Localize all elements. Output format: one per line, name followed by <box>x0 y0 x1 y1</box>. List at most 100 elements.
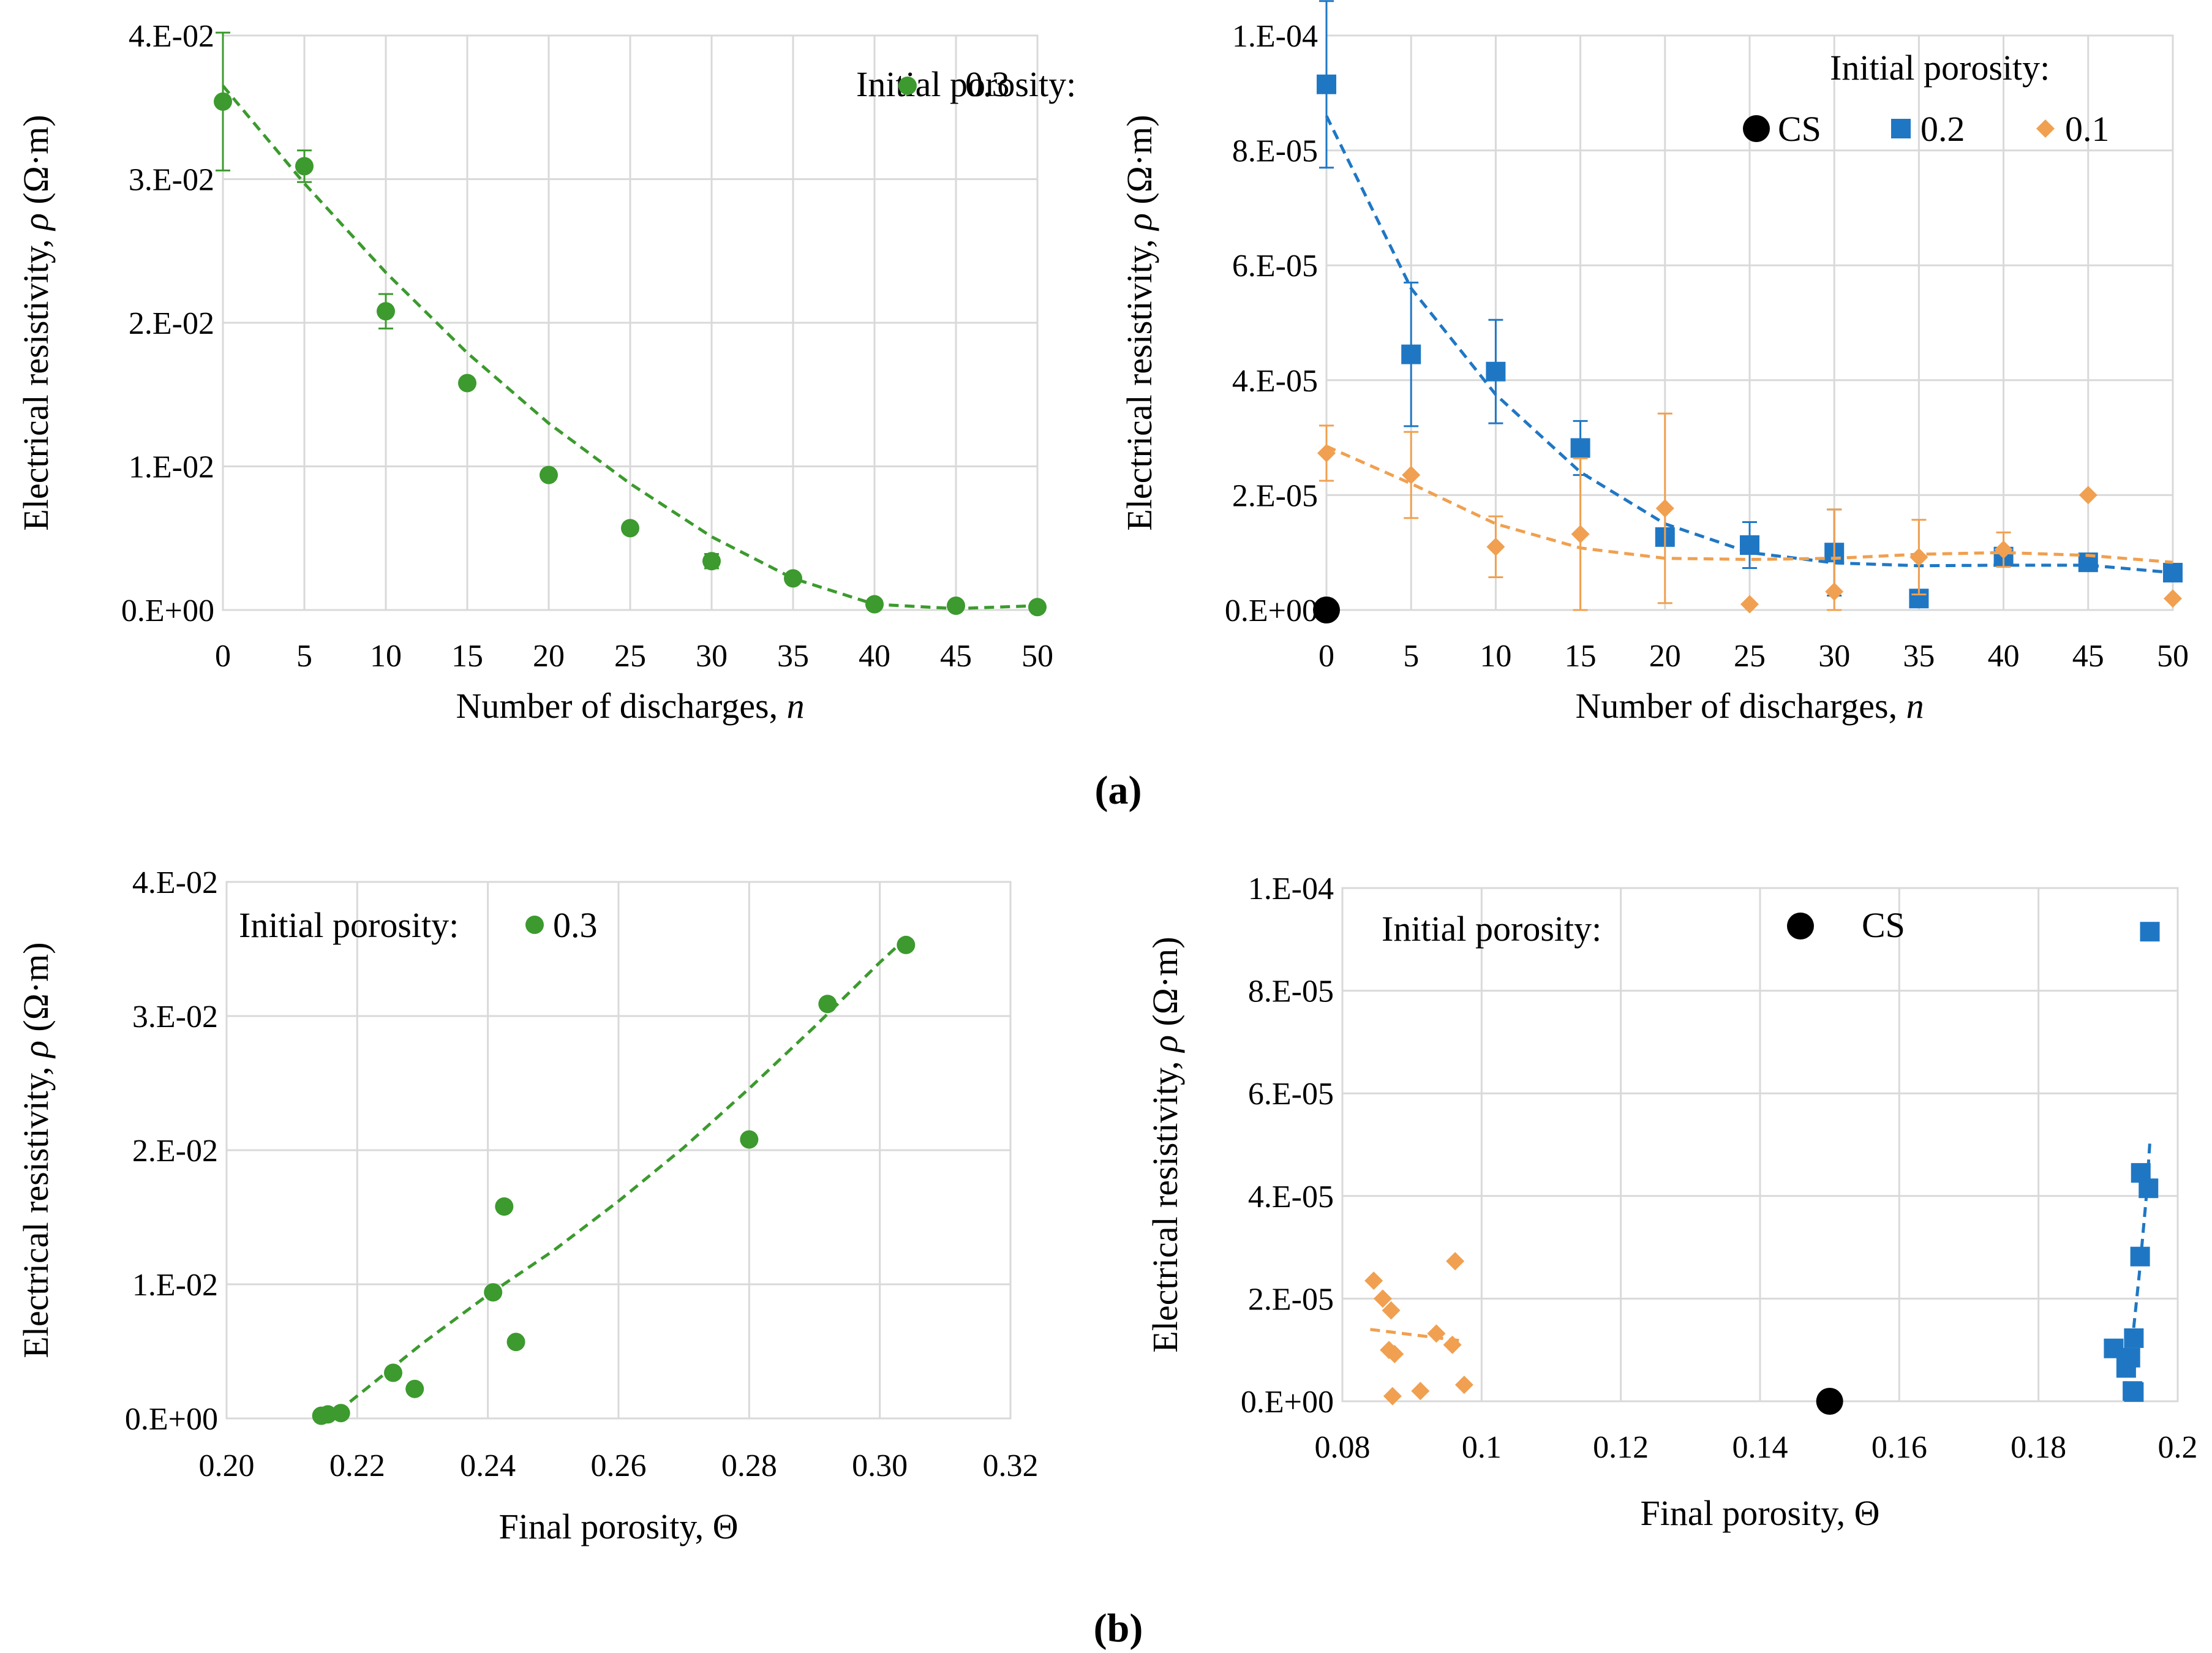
trendline <box>1370 1328 1461 1342</box>
data-point <box>506 1333 525 1352</box>
x-tick-label: 45 <box>2072 639 2104 674</box>
data-point <box>384 1363 402 1382</box>
data-point <box>214 92 232 111</box>
y-tick-label: 3.E-02 <box>132 1000 218 1034</box>
series-0.2 <box>2104 922 2160 1402</box>
legend-label: 0.2 <box>1920 109 1965 149</box>
data-point <box>1373 1289 1392 1308</box>
y-tick-label: 1.E-02 <box>129 450 214 485</box>
x-tick-label: 0 <box>215 639 231 674</box>
legend-label: 0.3 <box>965 64 1010 104</box>
x-tick-label: 0.22 <box>329 1448 385 1483</box>
data-point <box>818 995 837 1014</box>
y-tick-label: 0.E+00 <box>1225 593 1318 628</box>
series-CS <box>1313 597 1340 623</box>
legend-label: CS <box>1862 905 1905 945</box>
data-point <box>702 552 721 571</box>
chart-a-right: 0.E+00 2.E-05 4.E-05 6.E-05 8.E-05 1.E-04 0 5 10… <box>1119 0 2189 726</box>
x-tick-label: 35 <box>1903 639 1935 674</box>
data-point <box>740 1130 759 1149</box>
y-tick-label: 1.E-02 <box>132 1268 218 1303</box>
x-tick-label: 0.1 <box>1462 1430 1502 1465</box>
x-tick-label: 5 <box>296 639 312 674</box>
y-tick-label: 0.E+00 <box>121 593 214 628</box>
legend-label: 0.1 <box>2065 109 2110 149</box>
x-tick-label: 45 <box>940 639 972 674</box>
legend-label: 0.3 <box>553 905 598 945</box>
data-point <box>1383 1387 1402 1406</box>
panel-label-b: (b) <box>1094 1606 1143 1651</box>
legend: Initial porosity:0.3 <box>856 64 1076 104</box>
series-0.3 <box>214 31 1047 617</box>
data-point <box>1443 1335 1462 1354</box>
chart-b-left: 0.E+00 1.E-02 2.E-02 3.E-02 4.E-02 0.20 0.22 0.… <box>16 865 1039 1546</box>
trendline <box>222 85 1038 611</box>
legend-title: Initial porosity: <box>1382 909 1601 949</box>
x-axis-label: Final porosity, Θ <box>1641 1493 1880 1533</box>
x-tick-label: 0.24 <box>460 1448 516 1483</box>
legend-label: CS <box>1778 109 1821 149</box>
y-tick-label: 2.E-02 <box>129 306 214 341</box>
x-tick-label: 15 <box>451 639 483 674</box>
data-point <box>484 1283 503 1302</box>
data-point <box>1570 438 1590 458</box>
legend-title: Initial porosity: <box>856 64 1076 104</box>
data-point <box>1401 344 1421 364</box>
legend-marker <box>1787 913 1814 939</box>
legend: Initial porosity: CS <box>1382 905 1905 949</box>
x-tick-label: 40 <box>1988 639 2020 674</box>
y-tick-label: 2.E-05 <box>1248 1282 1334 1317</box>
x-tick-label: 15 <box>1565 639 1597 674</box>
x-tick-label: 0.14 <box>1732 1430 1788 1465</box>
data-point <box>1454 1376 1473 1395</box>
legend-marker <box>525 916 544 934</box>
x-tick-label: 0.2 <box>2158 1430 2198 1465</box>
data-point <box>2130 1246 2150 1267</box>
y-tick-label: 0.E+00 <box>1241 1385 1334 1420</box>
data-point <box>1402 465 1421 484</box>
y-tick-label: 1.E-04 <box>1232 19 1318 54</box>
data-point <box>2164 589 2182 608</box>
trendline <box>1325 115 2173 574</box>
x-tick-label: 0.30 <box>852 1448 908 1483</box>
series-0.1 <box>1317 412 2182 614</box>
data-point <box>2140 922 2160 942</box>
legend-marker <box>898 77 917 95</box>
x-tick-label: 20 <box>1649 639 1681 674</box>
data-point <box>2078 486 2097 505</box>
data-point <box>295 157 314 176</box>
data-point <box>495 1197 514 1216</box>
data-point <box>2163 563 2183 583</box>
y-tick-label: 4.E-02 <box>129 19 214 54</box>
data-point <box>312 1406 331 1425</box>
x-tick-label: 40 <box>859 639 890 674</box>
data-point <box>1317 74 1336 94</box>
x-tick-label: 30 <box>1818 639 1850 674</box>
data-point <box>1385 1344 1404 1363</box>
x-tick-label: 25 <box>614 639 646 674</box>
x-tick-label: 0 <box>1319 639 1334 674</box>
data-point <box>1909 548 1928 567</box>
y-axis-label: Electrical resistivity, ρ (Ω·m) <box>1145 936 1185 1352</box>
x-tick-label: 0.18 <box>2011 1430 2066 1465</box>
y-tick-label: 6.E-05 <box>1248 1077 1334 1112</box>
data-point <box>784 569 802 588</box>
y-tick-label: 1.E-04 <box>1248 872 1334 906</box>
data-point <box>621 519 639 538</box>
x-tick-label: 0.26 <box>591 1448 647 1483</box>
x-tick-label: 50 <box>2157 639 2189 674</box>
chart-a-left: 0.E+00 1.E-02 2.E-02 3.E-02 4.E-02 0 5 10 15 20 25… <box>16 19 1076 726</box>
legend-marker <box>2036 119 2055 138</box>
y-tick-label: 0.E+00 <box>125 1402 218 1437</box>
x-tick-label: 0.28 <box>721 1448 777 1483</box>
y-axis-label: Electrical resistivity, ρ (Ω·m) <box>16 942 56 1358</box>
x-tick-label: 0.32 <box>983 1448 1039 1483</box>
series-0.1 <box>1364 1252 1473 1406</box>
data-point <box>2120 1347 2140 1368</box>
x-tick-label: 0.16 <box>1872 1430 1927 1465</box>
data-point <box>1028 598 1047 617</box>
y-axis-label: Electrical resistivity, ρ (Ω·m) <box>16 115 56 530</box>
x-tick-label: 5 <box>1403 639 1419 674</box>
data-point <box>1313 597 1340 623</box>
